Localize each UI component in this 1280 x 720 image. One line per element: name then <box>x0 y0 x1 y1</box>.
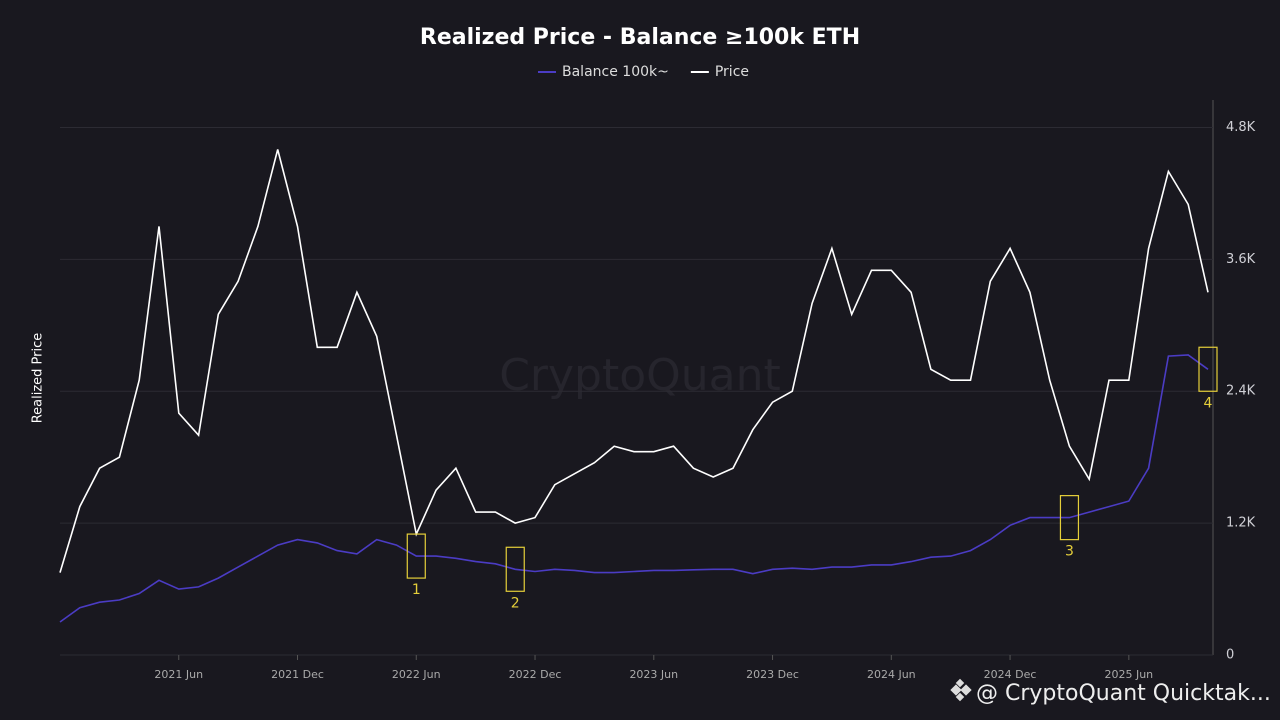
legend-label: Balance 100k~ <box>562 64 669 80</box>
credit: @ CryptoQuant Quicktak... <box>976 681 1271 706</box>
x-tick-label: 2021 Dec <box>271 668 324 681</box>
x-tick-label: 2024 Jun <box>867 668 916 681</box>
y-tick-label: 1.2K <box>1226 516 1256 531</box>
y-axis-label: Realized Price <box>31 333 46 424</box>
chart-title: Realized Price - Balance ≥100k ETH <box>420 25 860 50</box>
x-tick-label: 2023 Jun <box>629 668 678 681</box>
x-tick-label: 2024 Dec <box>984 668 1037 681</box>
legend-label: Price <box>715 64 749 80</box>
x-tick-label: 2023 Dec <box>746 668 799 681</box>
y-tick-label: 3.6K <box>1226 252 1256 267</box>
series-line <box>59 354 1209 623</box>
credit-icon <box>950 678 972 702</box>
annotation-label: 3 <box>1065 544 1074 560</box>
x-tick-label: 2025 Jun <box>1104 668 1153 681</box>
x-tick-label: 2021 Jun <box>154 668 203 681</box>
annotation-label: 2 <box>511 595 520 611</box>
x-tick-label: 2022 Jun <box>392 668 441 681</box>
series-line <box>59 149 1209 573</box>
annotation-box <box>406 533 426 579</box>
annotation-box <box>1059 495 1080 541</box>
y-tick-label: 4.8K <box>1226 120 1256 135</box>
watermark: CryptoQuant <box>499 350 781 401</box>
annotation-label: 1 <box>412 582 421 598</box>
x-tick-label: 2022 Dec <box>509 668 562 681</box>
y-tick-label: 2.4K <box>1226 384 1256 399</box>
annotation-label: 4 <box>1204 395 1213 411</box>
y-tick-label: 0 <box>1226 648 1234 663</box>
annotation-box <box>1198 346 1218 392</box>
annotation-box <box>505 546 525 592</box>
